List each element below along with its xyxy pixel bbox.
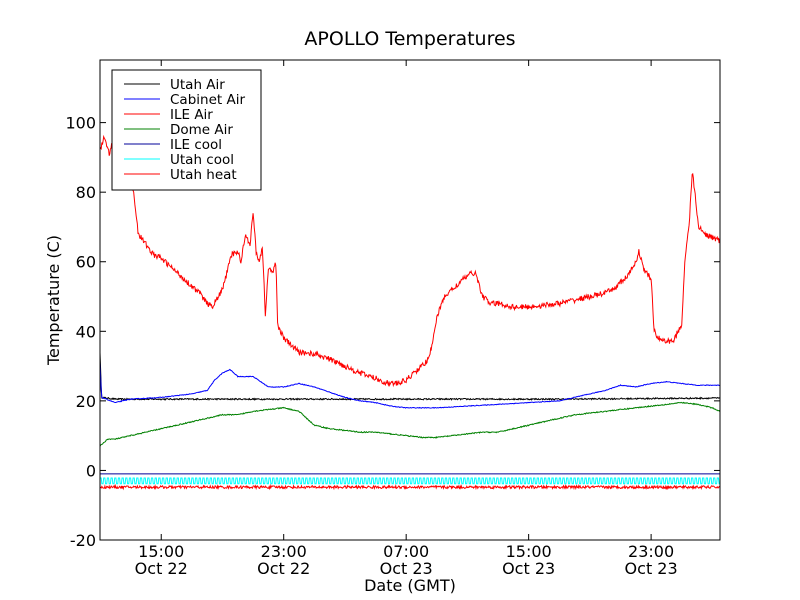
y-tick-label: 100 [65, 114, 96, 133]
x-tick-label-time: 23:00 [261, 542, 307, 561]
series-line-dome-air [100, 401, 720, 447]
legend-label: Dome Air [170, 122, 233, 138]
series-line-utah-cool [100, 477, 720, 485]
y-tick-label: 40 [76, 322, 96, 341]
x-tick-label-time: 07:00 [383, 542, 429, 561]
x-tick-label-time: 15:00 [138, 542, 184, 561]
x-tick-label-date: Oct 23 [625, 559, 678, 578]
y-tick-label: 0 [86, 461, 96, 480]
series-line-ile-air [100, 483, 720, 491]
legend-box [111, 69, 262, 191]
series-line-cabinet-air [100, 362, 720, 409]
legend-label: Cabinet Air [170, 92, 245, 108]
legend-label: ILE Air [170, 107, 213, 123]
series-line-utah-air [100, 352, 720, 401]
legend-label: Utah cool [170, 152, 234, 168]
chart-title: APOLLO Temperatures [304, 28, 515, 50]
y-tick-label: 60 [76, 253, 96, 272]
x-tick-label-date: Oct 22 [135, 559, 188, 578]
y-tick-label: 20 [76, 392, 96, 411]
legend-label: ILE cool [170, 137, 222, 153]
x-tick-label-date: Oct 22 [257, 559, 310, 578]
legend-label: Utah Air [170, 77, 225, 93]
y-tick-label: -20 [70, 531, 96, 550]
plot-area [100, 124, 720, 491]
legend-label: Utah heat [170, 167, 237, 183]
x-tick-label-date: Oct 23 [502, 559, 555, 578]
y-tick-label: 80 [76, 183, 96, 202]
x-tick-label-date: Oct 23 [380, 559, 433, 578]
x-tick-label-time: 23:00 [628, 542, 674, 561]
x-axis-title: Date (GMT) [364, 576, 456, 595]
series-line-utah-heat [100, 124, 720, 388]
x-tick-label-time: 15:00 [506, 542, 552, 561]
y-axis-title: Temperature (C) [44, 235, 63, 366]
plot-frame [99, 59, 721, 541]
